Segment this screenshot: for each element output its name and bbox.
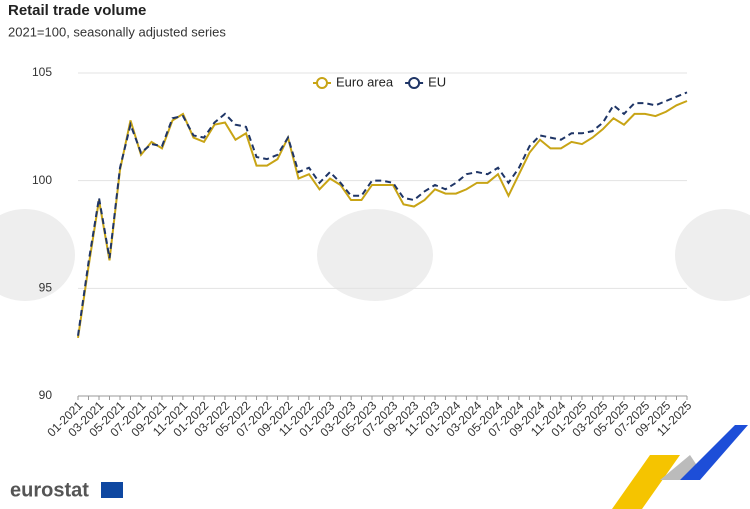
legend-marker — [316, 77, 328, 89]
chart-subtitle: 2021=100, seasonally adjusted series — [8, 24, 226, 39]
legend-label: Euro area — [336, 74, 394, 89]
legend-label: EU — [428, 74, 446, 89]
y-tick-label: 105 — [32, 65, 52, 79]
decor — [680, 425, 748, 480]
y-tick-label: 95 — [39, 281, 53, 295]
y-tick-label: 90 — [39, 388, 53, 402]
chart-title: Retail trade volume — [8, 2, 146, 19]
watermark — [0, 209, 750, 301]
logo: eurostat — [10, 479, 89, 501]
decor — [612, 455, 680, 509]
legend-marker — [408, 77, 421, 89]
y-tick-label: 100 — [32, 173, 52, 187]
series-line — [77, 100, 688, 339]
eu-flag — [101, 482, 123, 498]
